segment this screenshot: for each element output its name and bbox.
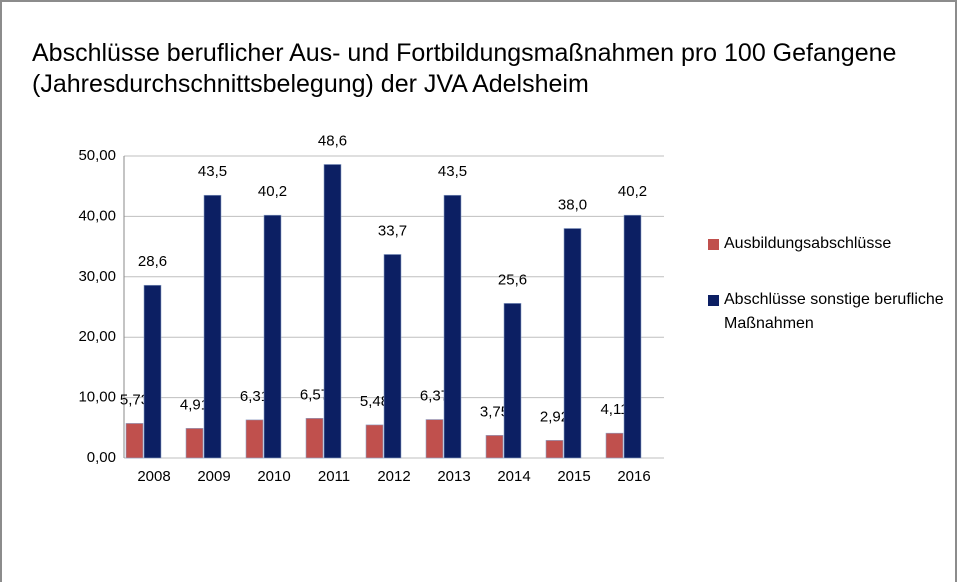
- bar: [305, 418, 324, 459]
- bar: [503, 303, 522, 459]
- x-tick-label: 2012: [377, 468, 410, 485]
- bar: [203, 194, 222, 459]
- value-label: 5,73: [120, 391, 149, 408]
- legend-item: Ausbildungsabschlüsse: [708, 232, 948, 256]
- value-label: 25,6: [498, 271, 527, 288]
- bar: [245, 419, 264, 459]
- bar: [263, 214, 282, 459]
- bar: [485, 435, 504, 459]
- x-tick-label: 2016: [617, 468, 650, 485]
- y-tick-label: 40,00: [78, 207, 116, 224]
- x-tick-label: 2014: [497, 468, 530, 485]
- bar: [443, 194, 462, 459]
- bar: [425, 419, 444, 459]
- x-tick-label: 2010: [257, 468, 290, 485]
- legend-item: Abschlüsse sonstige berufliche Maßnahmen: [708, 288, 948, 336]
- bar: [605, 432, 624, 459]
- legend-label: Ausbildungsabschlüsse: [724, 235, 892, 252]
- value-label: 43,5: [438, 163, 467, 180]
- value-label: 28,6: [138, 253, 167, 270]
- x-tick-label: 2015: [557, 468, 590, 485]
- value-label: 43,5: [198, 163, 227, 180]
- value-label: 4,91: [180, 396, 209, 413]
- bar: [185, 428, 204, 459]
- bar: [623, 214, 642, 459]
- x-tick-label: 2008: [137, 468, 170, 485]
- value-label: 5,48: [360, 393, 389, 410]
- x-tick-label: 2013: [437, 468, 470, 485]
- legend-label: Abschlüsse sonstige berufliche Maßnahmen: [724, 291, 944, 332]
- value-label: 33,7: [378, 222, 407, 239]
- value-label: 3,75: [480, 403, 509, 420]
- bar: [383, 254, 402, 459]
- legend-swatch: [708, 295, 719, 306]
- bar: [365, 424, 384, 459]
- value-label: 6,37: [420, 387, 449, 404]
- legend: Ausbildungsabschlüsse Abschlüsse sonstige…: [708, 232, 948, 368]
- value-label: 6,31: [240, 388, 269, 405]
- y-tick-label: 50,00: [78, 147, 116, 164]
- value-label: 38,0: [558, 196, 587, 213]
- y-tick-label: 30,00: [78, 268, 116, 285]
- bar: [143, 284, 162, 459]
- value-label: 40,2: [618, 183, 647, 200]
- bar: [563, 228, 582, 459]
- y-tick-label: 10,00: [78, 389, 116, 406]
- bar: [545, 440, 564, 459]
- bar: [125, 423, 144, 459]
- x-tick-label: 2009: [197, 468, 230, 485]
- value-label: 2,92: [540, 408, 569, 425]
- chart-title: Abschlüsse beruflicher Aus- und Fortbild…: [32, 39, 897, 98]
- x-tick-label: 2011: [318, 468, 350, 485]
- bar: [323, 164, 342, 459]
- value-label: 4,11: [600, 401, 628, 418]
- value-label: 40,2: [258, 183, 287, 200]
- value-label: 6,57: [300, 386, 329, 403]
- legend-swatch: [708, 239, 719, 250]
- y-tick-label: 0,00: [87, 449, 116, 466]
- value-label: 48,6: [318, 132, 347, 149]
- y-tick-label: 20,00: [78, 328, 116, 345]
